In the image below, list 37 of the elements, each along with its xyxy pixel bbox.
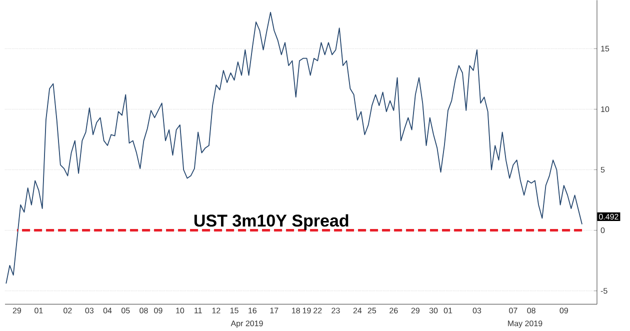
x-tick-label: 05 [121, 308, 130, 314]
y-tick-label: 15 [601, 46, 610, 52]
x-tick-label: 02 [64, 308, 72, 314]
x-tick-label: 18 [292, 308, 300, 314]
x-tick-label: 15 [230, 308, 238, 314]
x-tick-label: 03 [472, 308, 482, 314]
text: 0.492 [599, 214, 618, 220]
y-tick-label: 5 [600, 166, 605, 172]
x-tick-label: 16 [248, 308, 256, 314]
x-tick-label: 08 [527, 308, 536, 314]
text: Apr 2019 [230, 320, 263, 328]
x-tick-label: 07 [509, 308, 518, 314]
x-tick-label: 19 [302, 308, 311, 314]
text: UST 3m10Y Spread [194, 214, 348, 230]
x-tick-label: 12 [212, 308, 220, 314]
x-tick-label: 25 [368, 308, 376, 314]
x-tick-label: 01 [444, 308, 452, 314]
x-tick-label: 04 [103, 308, 112, 314]
x-tick-label: 30 [429, 308, 438, 314]
x-tick-label: 29 [12, 308, 22, 314]
x-tick-label: 03 [85, 308, 94, 314]
x-tick-label: 22 [314, 308, 322, 314]
x-tick-label: 26 [390, 308, 398, 314]
x-tick-label: 09 [560, 308, 568, 314]
x-tick-label: 11 [194, 308, 202, 314]
x-tick-label: 29 [411, 308, 420, 314]
x-tick-label: 23 [332, 308, 340, 314]
y-tick-label: -5 [600, 288, 608, 294]
x-tick-label: 24 [353, 308, 362, 314]
y-tick-label: 0 [600, 227, 605, 234]
x-tick-label: 01 [34, 308, 43, 314]
x-tick-label: 08 [140, 308, 148, 314]
x-tick-label: 09 [154, 308, 162, 314]
y-tick-label: 10 [601, 106, 610, 112]
x-tick-label: 10 [176, 308, 184, 314]
text: May 2019 [508, 320, 542, 328]
x-tick-label: 17 [270, 308, 278, 314]
